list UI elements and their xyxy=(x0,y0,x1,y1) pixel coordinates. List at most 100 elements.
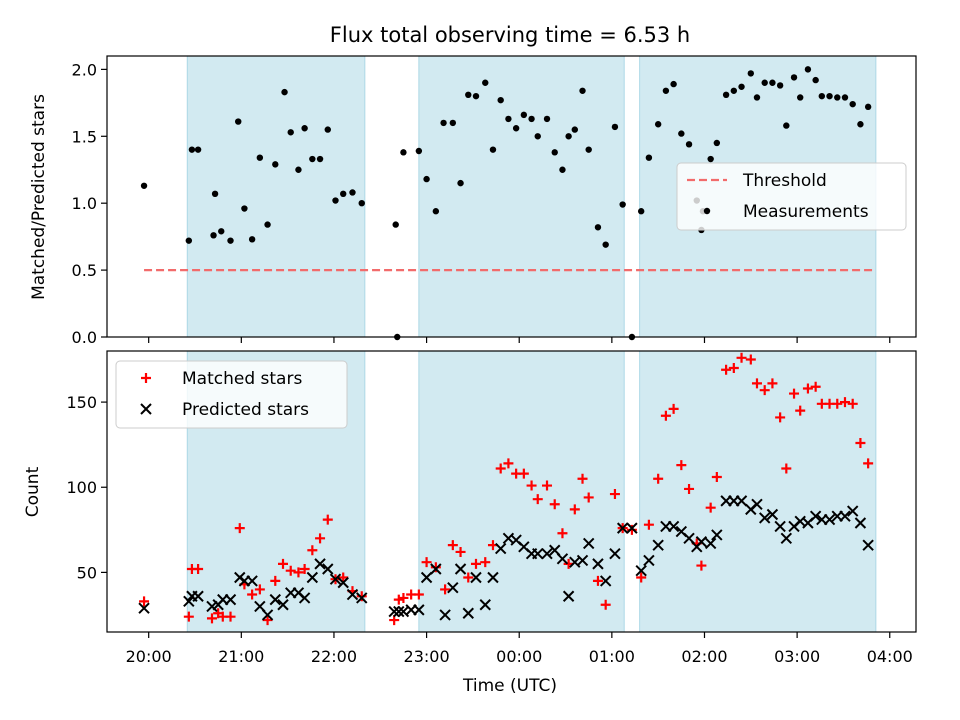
y-tick-label: 150 xyxy=(66,393,97,412)
bottom-panel: 50 100 150 20:00 21:00 22:00 23:00 00:00 01:00 02… xyxy=(66,350,917,666)
predicted-star-point xyxy=(541,547,553,560)
predicted-star-point xyxy=(774,520,786,533)
matched-star-point xyxy=(577,473,588,484)
predicted-star-point xyxy=(494,542,507,555)
predicted-star-point xyxy=(626,522,638,534)
measurement-point xyxy=(281,88,288,96)
measurement-point xyxy=(415,147,423,155)
measurement-point xyxy=(287,129,294,136)
predicted-star-point xyxy=(599,575,612,587)
measurement-point xyxy=(264,221,271,228)
matched-star-point xyxy=(293,567,304,578)
predicted-star-point xyxy=(582,537,595,550)
predicted-star-point xyxy=(562,590,575,602)
matched-star-point xyxy=(430,562,441,573)
predicted-star-point xyxy=(823,513,836,526)
measurement-point xyxy=(730,87,738,94)
matched-star-point xyxy=(600,599,611,610)
predicted-star-point xyxy=(766,508,779,521)
shaded-interval xyxy=(639,350,877,633)
predicted-star-point xyxy=(306,571,319,584)
matched-star-point xyxy=(609,489,620,500)
measurement-point xyxy=(738,83,745,90)
predicted-star-point xyxy=(839,510,851,522)
axes-frame xyxy=(106,350,917,633)
measurement-point xyxy=(520,111,528,119)
legend-measurement-marker xyxy=(703,207,711,215)
matched-star-point xyxy=(684,483,695,494)
measurement-point xyxy=(489,146,497,153)
measurement-point xyxy=(248,236,256,243)
predicted-star-point xyxy=(439,609,451,621)
predicted-star-point xyxy=(751,498,763,510)
predicted-star-point xyxy=(470,571,482,584)
matched-star-point xyxy=(839,397,850,408)
axes-frame xyxy=(106,55,917,338)
measurement-point xyxy=(440,119,447,127)
matched-star-point xyxy=(711,472,722,483)
predicted-star-point xyxy=(337,576,349,589)
predicted-star-point xyxy=(854,517,867,529)
matched-star-point xyxy=(532,494,543,505)
matched-star-point xyxy=(626,524,637,535)
measurement-point xyxy=(559,166,566,173)
measurement-point xyxy=(423,175,430,183)
measurement-point xyxy=(790,74,798,81)
measurement-point xyxy=(235,118,242,125)
measurement-point xyxy=(551,149,558,156)
measurement-point xyxy=(571,126,578,133)
measurement-point xyxy=(211,190,219,198)
x-tick-label: 00:00 xyxy=(496,647,542,666)
predicted-star-point xyxy=(462,607,474,619)
measurement-point xyxy=(565,133,572,140)
matched-star-point xyxy=(393,594,404,605)
predicted-star-point xyxy=(261,609,274,621)
matched-star-point xyxy=(234,523,245,534)
matched-star-point xyxy=(285,565,296,576)
measurement-point xyxy=(818,92,826,100)
predicted-star-point xyxy=(454,563,467,575)
legend-box xyxy=(115,360,348,429)
measurement-point xyxy=(457,179,464,187)
matched-star-point xyxy=(775,412,786,423)
measurement-point xyxy=(358,199,365,207)
predicted-star-point xyxy=(430,563,442,575)
matched-star-point xyxy=(767,378,778,389)
measurement-point xyxy=(707,155,714,163)
y-tick-label: 1.5 xyxy=(72,127,97,146)
measurement-point xyxy=(670,80,677,88)
matched-star-point xyxy=(503,458,514,469)
predicted-star-point xyxy=(298,592,311,604)
measurement-point xyxy=(482,79,489,86)
matched-star-point xyxy=(183,611,194,622)
top-y-axis-label: Matched/Predicted stars xyxy=(29,94,49,300)
predicted-star-point xyxy=(609,547,621,560)
measurement-point xyxy=(534,133,541,140)
measurement-point xyxy=(594,224,602,231)
predicted-star-point xyxy=(322,563,334,575)
matched-star-point xyxy=(206,613,217,624)
matched-star-point xyxy=(759,385,770,396)
matched-star-point xyxy=(299,563,310,574)
predicted-star-point xyxy=(809,510,822,522)
matched-star-point xyxy=(705,502,716,513)
matched-star-point xyxy=(557,528,568,539)
matched-star-point xyxy=(676,460,687,471)
predicted-star-point xyxy=(711,529,723,541)
measurement-point xyxy=(783,122,790,129)
matched-star-point xyxy=(421,557,432,568)
x-tick-label: 23:00 xyxy=(404,647,450,666)
matched-star-point xyxy=(139,596,150,607)
predicted-star-point xyxy=(277,599,289,611)
measurement-point xyxy=(678,130,685,137)
predicted-star-point xyxy=(592,558,604,570)
predicted-star-point xyxy=(735,495,748,507)
predicted-star-point xyxy=(635,564,647,577)
matched-star-point xyxy=(643,519,654,530)
matched-star-point xyxy=(863,458,874,469)
x-tick-label: 22:00 xyxy=(311,647,357,666)
x-tick-label: 01:00 xyxy=(589,647,635,666)
matched-star-point xyxy=(455,546,466,557)
measurement-point xyxy=(432,208,440,215)
predicted-star-point xyxy=(704,537,717,550)
